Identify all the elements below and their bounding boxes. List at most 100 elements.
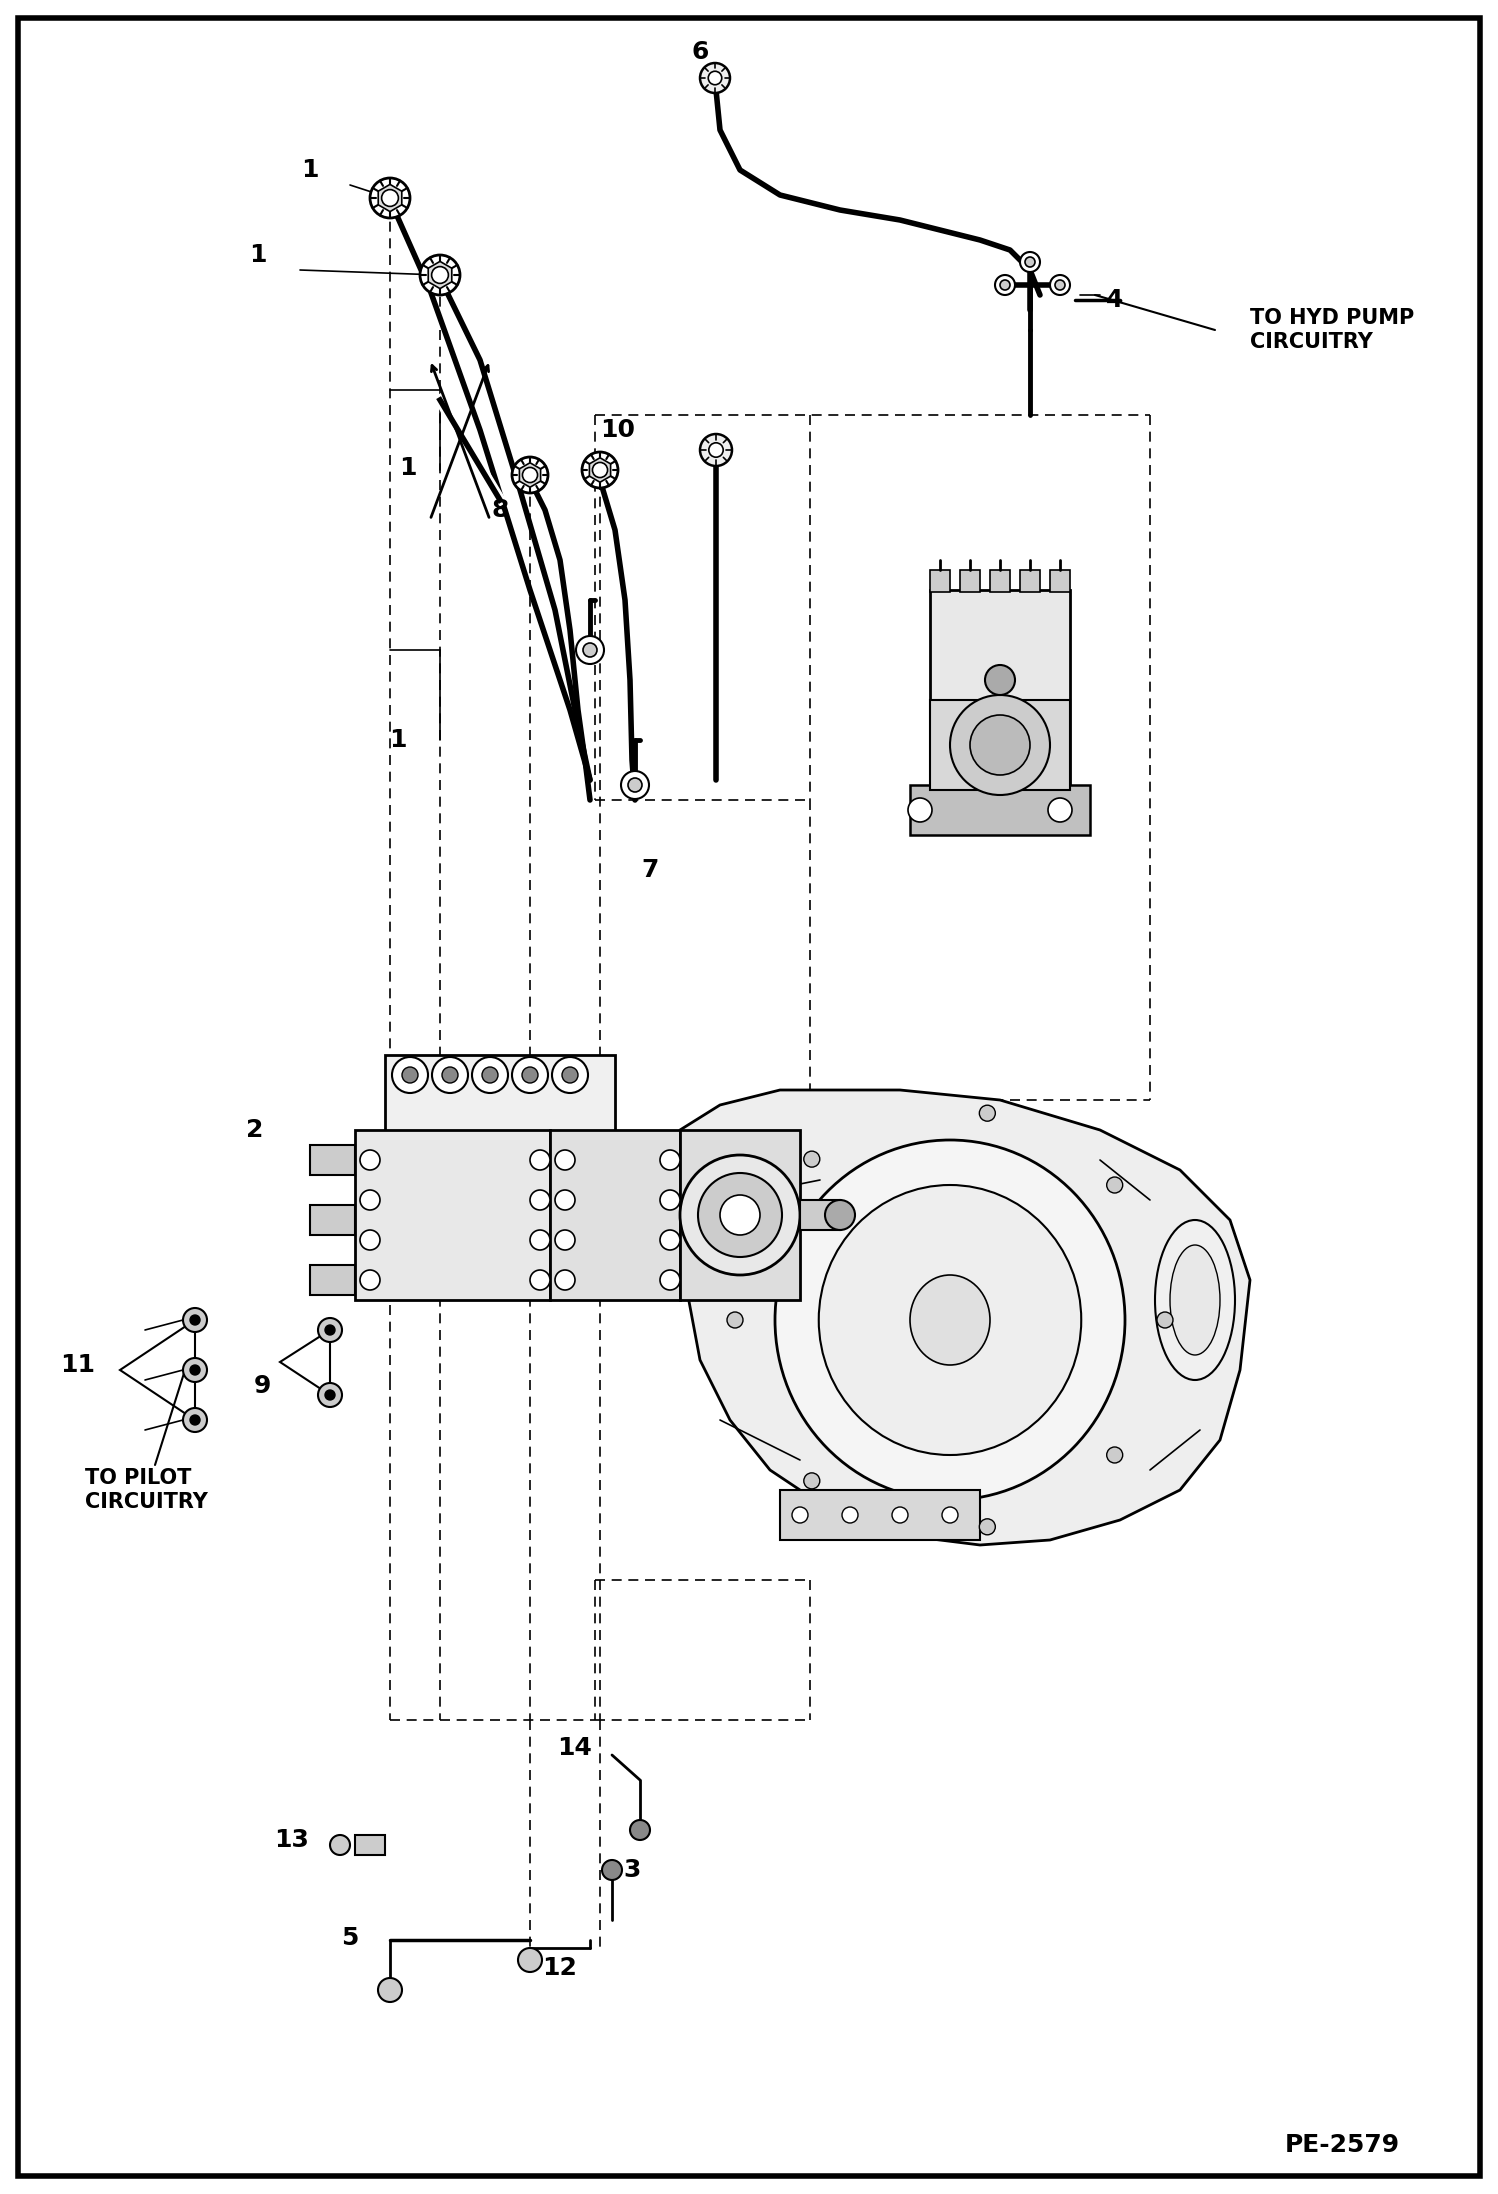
Text: 1: 1 [249,244,267,268]
Circle shape [661,1189,680,1211]
Polygon shape [520,463,541,487]
Circle shape [554,1150,575,1169]
Ellipse shape [819,1185,1082,1455]
Circle shape [521,1066,538,1084]
Circle shape [419,255,460,294]
Polygon shape [377,184,401,211]
Circle shape [401,1066,418,1084]
Circle shape [431,1058,467,1093]
Circle shape [628,779,643,792]
Circle shape [360,1270,380,1290]
Circle shape [530,1189,550,1211]
Circle shape [190,1415,201,1424]
Circle shape [1025,257,1035,268]
Circle shape [700,64,730,92]
Circle shape [727,1312,743,1327]
Bar [1050,570,1070,592]
Circle shape [472,1058,508,1093]
Circle shape [370,178,410,217]
Circle shape [1055,281,1065,290]
Circle shape [825,1200,855,1231]
Text: 4: 4 [1107,287,1124,312]
Circle shape [325,1391,336,1400]
Ellipse shape [1170,1244,1219,1356]
Bar [385,1055,616,1134]
Circle shape [431,268,448,283]
Text: 7: 7 [641,858,659,882]
Bar [990,570,1010,592]
Bar [960,570,980,592]
Circle shape [482,1066,497,1084]
Circle shape [908,799,932,823]
Circle shape [680,1154,800,1275]
Circle shape [661,1270,680,1290]
Circle shape [700,434,733,465]
Bar [1020,570,1040,592]
Circle shape [554,1270,575,1290]
Circle shape [1050,274,1070,294]
Text: 10: 10 [601,419,635,441]
Circle shape [980,1106,995,1121]
Ellipse shape [1155,1220,1234,1380]
Circle shape [950,695,1050,794]
Text: PE-2579: PE-2579 [1285,2133,1401,2157]
Circle shape [183,1409,207,1433]
Circle shape [1156,1312,1173,1327]
Circle shape [325,1325,336,1334]
Circle shape [190,1314,201,1325]
Circle shape [554,1189,575,1211]
Circle shape [530,1150,550,1169]
Text: 1: 1 [400,456,416,480]
Text: 14: 14 [557,1735,592,1760]
Circle shape [661,1231,680,1251]
Text: 13: 13 [274,1828,310,1852]
Circle shape [709,443,724,456]
Circle shape [551,1058,589,1093]
Text: 5: 5 [342,1926,358,1950]
Bar [355,1130,550,1301]
Bar [930,590,1070,790]
Circle shape [980,1518,995,1536]
Circle shape [622,770,649,799]
Bar [780,1490,980,1540]
Ellipse shape [909,1275,990,1365]
Circle shape [602,1861,622,1880]
Text: 1: 1 [389,728,407,753]
Circle shape [592,463,608,478]
Circle shape [318,1382,342,1406]
Circle shape [1049,799,1073,823]
Text: 6: 6 [691,39,709,64]
Circle shape [360,1231,380,1251]
Circle shape [562,1066,578,1084]
Circle shape [382,189,398,206]
Circle shape [995,274,1016,294]
Circle shape [183,1308,207,1332]
Circle shape [183,1358,207,1382]
Circle shape [377,1979,401,2001]
Text: TO HYD PUMP
CIRCUITRY: TO HYD PUMP CIRCUITRY [1249,309,1414,351]
Bar [550,1130,680,1301]
Circle shape [891,1507,908,1523]
Circle shape [512,1058,548,1093]
Circle shape [442,1066,458,1084]
Circle shape [360,1189,380,1211]
Circle shape [804,1472,819,1490]
Circle shape [318,1319,342,1343]
Circle shape [1107,1448,1122,1463]
Circle shape [1107,1176,1122,1194]
Polygon shape [670,1090,1249,1545]
Circle shape [330,1834,351,1854]
Circle shape [986,665,1016,695]
Circle shape [360,1150,380,1169]
Text: 8: 8 [491,498,509,522]
Circle shape [709,70,722,86]
Circle shape [523,467,538,483]
Circle shape [804,1152,819,1167]
Bar [909,785,1091,836]
Circle shape [661,1150,680,1169]
Bar [680,1130,800,1301]
Circle shape [577,636,604,665]
Bar [310,1145,355,1176]
Circle shape [721,1196,759,1235]
Bar [930,570,950,592]
